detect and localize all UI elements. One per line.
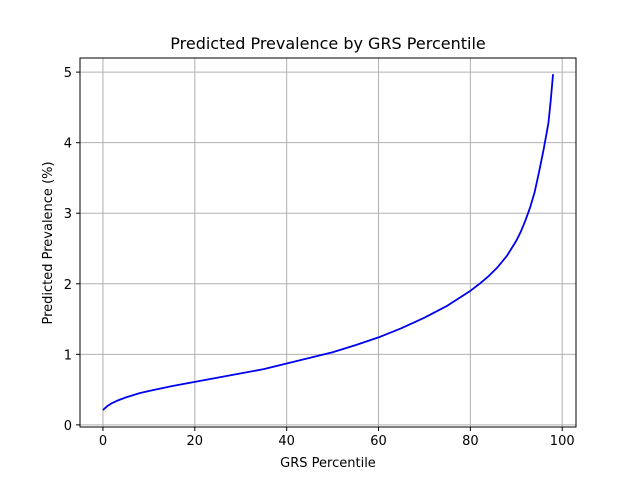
chart-title: Predicted Prevalence by GRS Percentile	[170, 34, 485, 53]
x-tick-label: 20	[187, 434, 204, 449]
series-line	[102, 74, 554, 411]
x-axis-label: GRS Percentile	[280, 456, 376, 471]
series-layer	[102, 74, 554, 411]
y-tick-label: 5	[64, 66, 72, 81]
x-tick-label: 60	[370, 434, 387, 449]
y-tick-label: 4	[64, 137, 72, 152]
x-tick-label: 40	[278, 434, 295, 449]
y-axis-ticks: 0 1 2 3 4 5	[64, 66, 80, 434]
axes-frame	[79, 57, 577, 428]
x-tick-label: 80	[462, 434, 479, 449]
grid-lines	[80, 58, 576, 427]
y-tick-label: 0	[64, 419, 72, 434]
y-tick-label: 1	[64, 348, 72, 363]
x-axis-ticks: 0 20 40 60 80 100	[99, 427, 575, 449]
y-tick-label: 3	[64, 207, 72, 222]
y-axis-label: Predicted Prevalence (%)	[41, 161, 56, 324]
x-tick-label: 100	[550, 434, 575, 449]
x-tick-label: 0	[99, 434, 107, 449]
y-tick-label: 2	[64, 278, 72, 293]
